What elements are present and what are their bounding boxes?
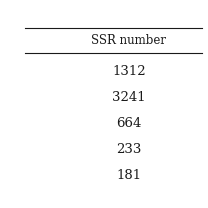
Text: 3241: 3241 xyxy=(112,91,146,104)
Text: 664: 664 xyxy=(116,117,142,130)
Text: 181: 181 xyxy=(116,169,141,182)
Text: SSR number: SSR number xyxy=(92,34,166,47)
Text: 1312: 1312 xyxy=(112,65,146,78)
Text: 233: 233 xyxy=(116,143,142,156)
